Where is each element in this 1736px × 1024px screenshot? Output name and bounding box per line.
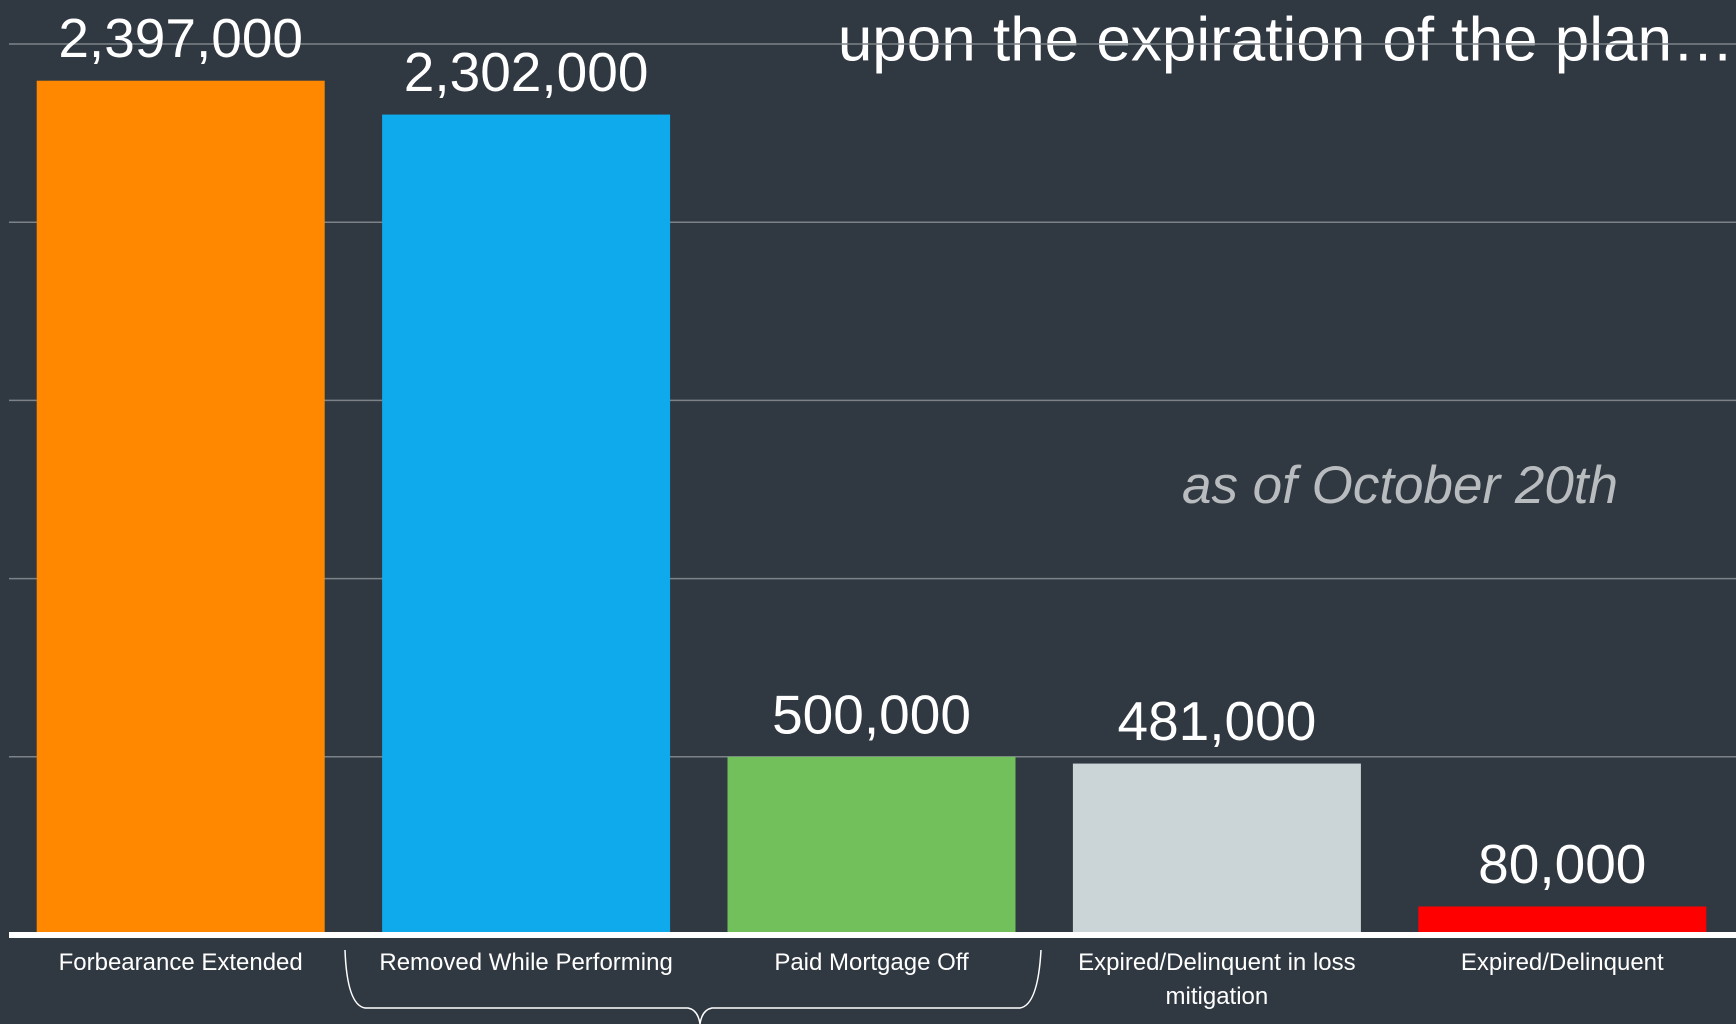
chart-subtitle: as of October 20th: [1182, 456, 1618, 515]
group-bracket: [344, 949, 1042, 1024]
x-tick-label: Expired/Delinquent: [1460, 949, 1664, 976]
bar: [1418, 906, 1707, 935]
x-tick-label: Removed While Performing: [379, 949, 673, 976]
value-label: 2,397,000: [58, 7, 303, 69]
bar: [382, 114, 671, 935]
chart-title: upon the expiration of the plan…: [838, 5, 1734, 74]
value-label: 500,000: [772, 683, 971, 745]
bar: [1072, 763, 1361, 935]
bar: [36, 80, 325, 935]
value-label: 80,000: [1478, 833, 1646, 895]
value-label: 481,000: [1117, 690, 1316, 752]
value-label: 2,302,000: [404, 41, 649, 103]
x-tick-label: Expired/Delinquent in loss mitigation: [1078, 949, 1356, 1010]
x-tick-label: Forbearance Extended: [58, 949, 303, 976]
bar: [727, 756, 1016, 935]
x-tick-label: Paid Mortgage Off: [774, 949, 969, 976]
